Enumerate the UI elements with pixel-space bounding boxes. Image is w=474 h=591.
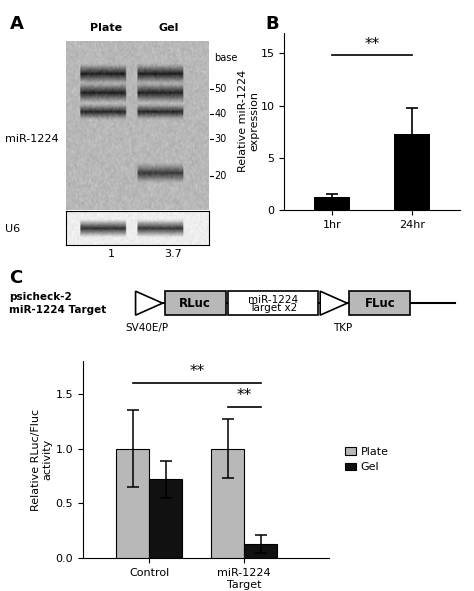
Text: Target x2: Target x2 <box>249 303 297 313</box>
Text: B: B <box>265 15 279 33</box>
Text: 50: 50 <box>214 83 227 93</box>
FancyBboxPatch shape <box>165 291 226 315</box>
Text: A: A <box>9 15 23 33</box>
FancyBboxPatch shape <box>349 291 410 315</box>
FancyBboxPatch shape <box>228 291 318 315</box>
Text: SV40E/P: SV40E/P <box>125 323 168 333</box>
Text: **: ** <box>237 388 252 404</box>
Text: TKP: TKP <box>333 323 352 333</box>
Text: psicheck-2: psicheck-2 <box>9 291 72 301</box>
Polygon shape <box>136 291 163 315</box>
Text: 3.7: 3.7 <box>164 249 182 259</box>
Text: miR-1224: miR-1224 <box>248 295 298 305</box>
Text: **: ** <box>365 37 380 53</box>
Y-axis label: Relative RLuc/Fluc
activity: Relative RLuc/Fluc activity <box>31 408 53 511</box>
Text: miR-1224 Target: miR-1224 Target <box>9 305 107 315</box>
Text: 20: 20 <box>214 171 227 181</box>
Text: C: C <box>9 269 23 287</box>
Bar <box>314 197 350 210</box>
Polygon shape <box>320 291 347 315</box>
Text: FLuc: FLuc <box>365 297 395 310</box>
Bar <box>244 544 277 558</box>
Text: U6: U6 <box>5 225 20 234</box>
Text: miR-1224: miR-1224 <box>5 134 58 144</box>
Text: 40: 40 <box>214 109 227 119</box>
Text: Gel: Gel <box>159 23 179 33</box>
Text: 1: 1 <box>108 249 115 259</box>
Text: Plate: Plate <box>90 23 122 33</box>
Y-axis label: Relative miR-1224
expression: Relative miR-1224 expression <box>237 70 259 173</box>
Text: RLuc: RLuc <box>179 297 211 310</box>
Text: 30: 30 <box>214 134 227 144</box>
Bar <box>149 479 182 558</box>
Text: **: ** <box>189 364 204 379</box>
Bar <box>211 449 244 558</box>
Bar <box>394 134 430 210</box>
Text: base: base <box>214 53 237 63</box>
Legend: Plate, Gel: Plate, Gel <box>345 447 388 472</box>
Bar <box>116 449 149 558</box>
